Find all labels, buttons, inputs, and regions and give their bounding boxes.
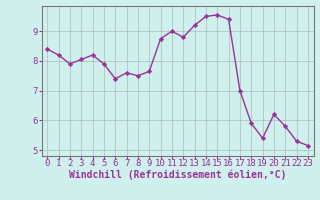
X-axis label: Windchill (Refroidissement éolien,°C): Windchill (Refroidissement éolien,°C) — [69, 170, 286, 180]
